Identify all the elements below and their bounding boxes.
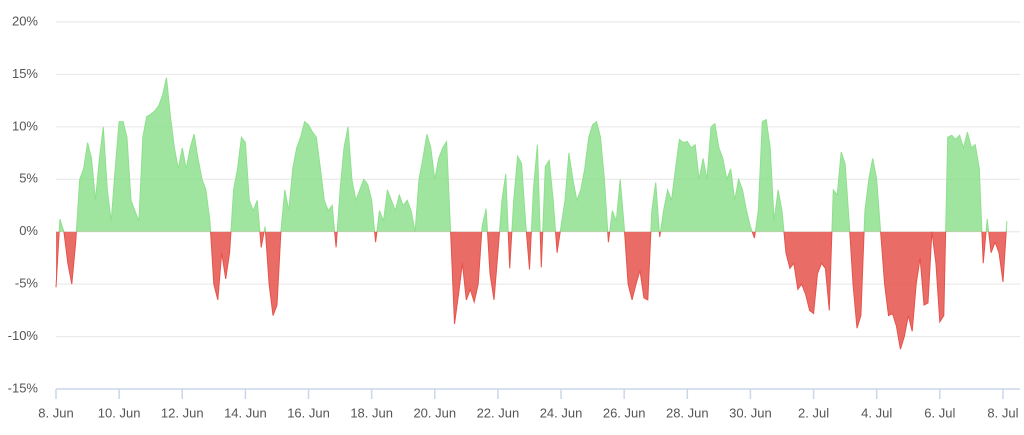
x-tick-label: 18. Jun (350, 405, 393, 420)
x-tick-label: 12. Jun (161, 405, 204, 420)
x-tick-label: 10. Jun (98, 405, 141, 420)
x-tick-label: 24. Jun (540, 405, 583, 420)
x-tick-label: 26. Jun (603, 405, 646, 420)
y-tick-label: 15% (12, 66, 38, 81)
y-tick-label: -10% (8, 328, 39, 343)
x-tick-label: 20. Jun (413, 405, 456, 420)
positive-area (56, 77, 1007, 232)
x-tick-label: 2. Jul (798, 405, 829, 420)
y-tick-label: 0% (19, 223, 38, 238)
x-tick-label: 22. Jun (477, 405, 520, 420)
y-tick-label: 20% (12, 13, 38, 28)
positive-line (58, 77, 1008, 232)
x-tick-label: 8. Jun (38, 405, 73, 420)
y-tick-label: 5% (19, 171, 38, 186)
y-tick-label: 10% (12, 118, 38, 133)
x-tick-label: 8. Jul (987, 405, 1018, 420)
x-tick-label: 4. Jul (861, 405, 892, 420)
negative-area (56, 231, 1007, 350)
y-tick-label: -15% (8, 380, 39, 395)
x-tick-label: 6. Jul (924, 405, 955, 420)
x-tick-label: 30. Jun (729, 405, 772, 420)
x-tick-label: 28. Jun (666, 405, 709, 420)
y-tick-label: -5% (15, 276, 39, 291)
negative-line (55, 231, 1007, 350)
x-tick-label: 16. Jun (287, 405, 330, 420)
x-tick-label: 14. Jun (224, 405, 267, 420)
